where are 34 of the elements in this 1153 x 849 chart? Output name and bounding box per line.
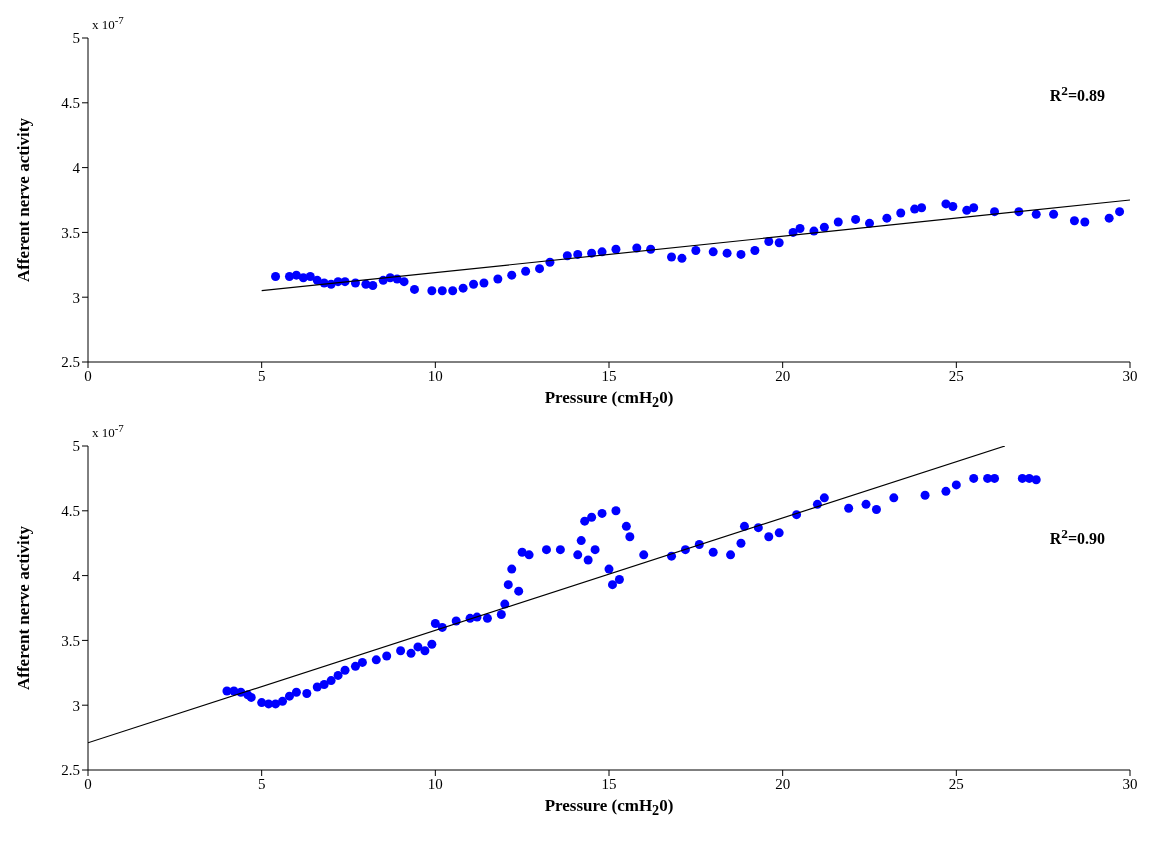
text: x 10$^{-7}$ (92, 14, 124, 34)
x-tick-label: 20 (775, 775, 791, 792)
x-tick-label: 25 (948, 775, 964, 792)
x-tick-label: 10 (427, 775, 443, 792)
x-tick-label: 15 (601, 367, 617, 384)
y-tick-label: 2.5 (61, 762, 80, 779)
y-tick-label: 4.5 (61, 503, 80, 520)
annotation: R$^{2}$=0.90 (1049, 526, 1105, 549)
y-tick-label: 4 (72, 567, 81, 584)
y-tick-label: 3 (72, 289, 80, 306)
x-tick-label: 25 (948, 367, 964, 384)
text: x 10$^{-7}$ (92, 422, 124, 442)
y-tick-label: 3.5 (61, 632, 80, 649)
x-axis-title: Pressure (cmH$_{2}$0) (543, 796, 675, 820)
y-tick-label: 3.5 (61, 224, 80, 241)
x-tick-label: 0 (84, 775, 92, 792)
y-tick-label: 2.5 (61, 354, 80, 371)
y-tick-label: 5 (72, 438, 80, 455)
y-tick-label: 3 (72, 697, 80, 714)
x-tick-label: 20 (775, 367, 791, 384)
x-tick-label: 10 (427, 367, 443, 384)
x-tick-label: 0 (84, 367, 92, 384)
x-axis-title: Pressure (cmH$_{2}$0) (543, 388, 675, 412)
x-tick-label: 30 (1122, 367, 1138, 384)
annotation: R$^{2}$=0.89 (1049, 83, 1105, 106)
x-tick-label: 5 (257, 367, 266, 384)
y-axis-title: Afferent nerve activity (14, 526, 34, 690)
y-tick-label: 4 (72, 159, 81, 176)
x-tick-label: 15 (601, 775, 617, 792)
y-axis-title: Afferent nerve activity (14, 118, 34, 282)
y-tick-label: 4.5 (61, 95, 80, 112)
y-tick-label: 5 (72, 30, 80, 47)
x-tick-label: 30 (1122, 775, 1138, 792)
x-tick-label: 5 (257, 775, 266, 792)
